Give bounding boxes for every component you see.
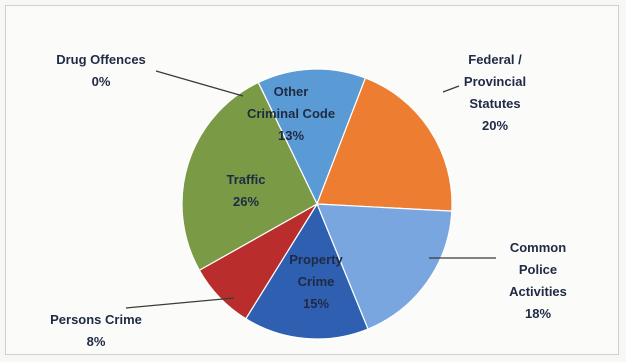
pie-slice-other-criminal-code (257, 68, 367, 206)
data-label-common-police-activities: Common Police Activities 18% (509, 240, 567, 321)
leader-line-drug-offences (155, 70, 244, 97)
leaders-group (125, 70, 496, 309)
chart-frame: Other Criminal Code 13% Federal / Provincial… (5, 5, 619, 355)
labels-group: Other Criminal Code 13% Federal / Provincial… (50, 52, 567, 349)
data-label-persons-crime: Persons Crime 8% (50, 312, 142, 349)
data-label-property-crime: Property Crime 15% (289, 252, 343, 311)
data-label-federal-provincial-statutes: Federal / Provincial Statutes 20% (464, 52, 526, 133)
pie-slice-federal-provincial-statutes (316, 77, 453, 212)
data-label-other-criminal-code: Other Criminal Code 13% (247, 84, 335, 143)
leader-line-federal-provincial-statutes (442, 85, 460, 93)
data-label-drug-offences: Drug Offences 0% (56, 52, 146, 89)
pie-slice-property-crime (245, 202, 369, 340)
data-label-traffic: Traffic 26% (226, 172, 265, 209)
pie-chart: Other Criminal Code 13% Federal / Provincial… (50, 52, 567, 349)
pie-slice-common-police-activities (316, 203, 453, 330)
slices-group (181, 68, 453, 340)
leader-line-persons-crime (125, 297, 235, 309)
